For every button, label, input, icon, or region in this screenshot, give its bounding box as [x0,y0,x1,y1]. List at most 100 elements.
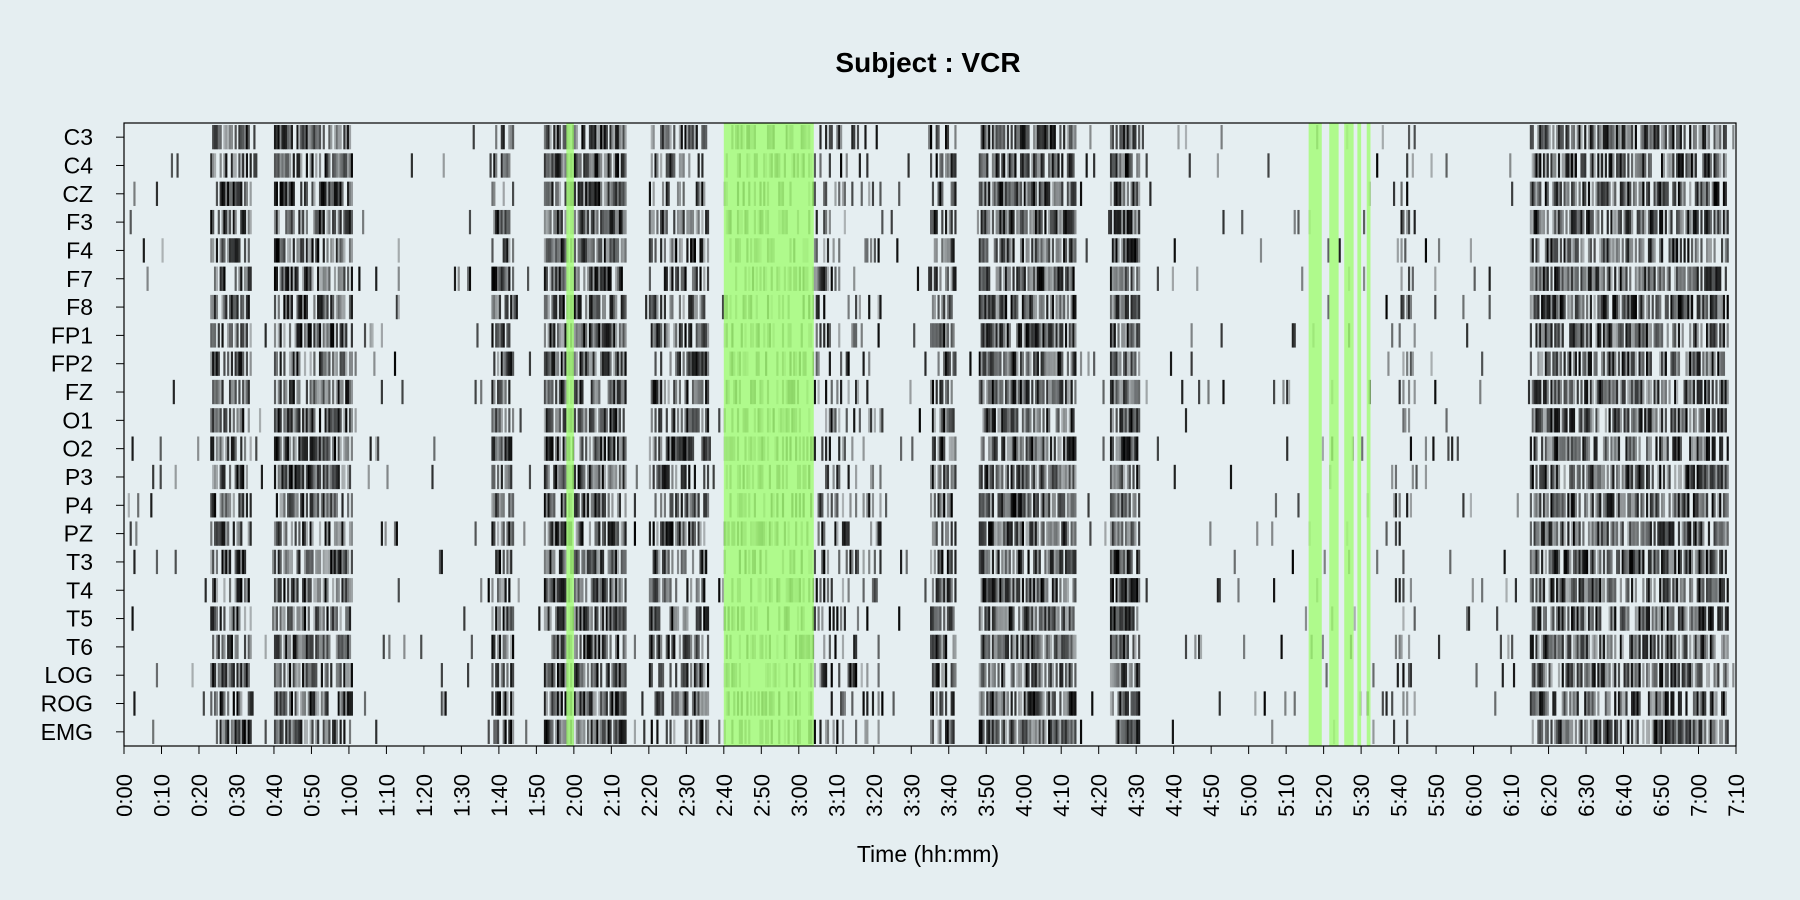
heatmap-cell [1717,521,1720,546]
heatmap-cell [1664,209,1667,235]
heatmap-cell [1021,125,1025,150]
heatmap-cell [678,153,681,178]
heatmap-cell [611,464,614,490]
heatmap-cell [234,294,237,320]
heatmap-cell [586,464,590,490]
heatmap-cell [1126,209,1129,235]
heatmap-cell [945,408,948,433]
heatmap-cell [1407,209,1411,235]
heatmap-cell [1563,294,1566,320]
heatmap-cell [1582,323,1585,348]
heatmap-cell [213,294,217,320]
heatmap-cell [873,549,876,575]
heatmap-cell [1623,351,1626,376]
heatmap-cell [954,549,957,575]
heatmap-cell [590,578,593,603]
heatmap-cell [982,379,985,405]
heatmap-cell [1653,238,1656,263]
heatmap-cell [1722,209,1726,235]
heatmap-cell [978,521,981,546]
heatmap-cell [590,464,593,490]
heatmap-cell [1068,125,1071,150]
heatmap-cell [705,379,708,405]
heatmap-cell [813,549,816,575]
heatmap-cell [498,549,502,575]
heatmap-cell [225,549,228,575]
heatmap-cell [318,181,322,206]
heatmap-cell [684,464,687,490]
heatmap-cell [937,436,940,461]
heatmap-cell [1612,209,1615,235]
heatmap-cell [1642,323,1645,348]
heatmap-cell [1627,351,1630,376]
heatmap-cell [213,493,217,518]
heatmap-cell [1124,209,1128,235]
heatmap-cell [855,549,858,575]
heatmap-cell [283,464,286,490]
heatmap-cell [1721,408,1724,433]
heatmap-cell [705,436,708,461]
heatmap-cell [433,436,436,461]
heatmap-cell [1617,408,1621,433]
heatmap-cell [1692,153,1696,178]
heatmap-cell [577,294,580,320]
heatmap-cell [345,436,348,461]
heatmap-cell [945,125,948,150]
heatmap-cell [1033,521,1036,546]
heatmap-cell [661,209,665,235]
heatmap-cell [1038,181,1041,206]
heatmap-cell [1396,238,1399,263]
heatmap-cell [1722,153,1726,178]
heatmap-cell [1537,266,1540,291]
heatmap-cell [1563,493,1566,518]
heatmap-cell [1025,181,1028,206]
heatmap-cell [1572,351,1576,376]
heatmap-cell [1709,266,1712,291]
heatmap-cell [508,125,511,150]
heatmap-cell [313,464,316,490]
heatmap-cell [1115,209,1118,235]
heatmap-cell [1031,209,1034,235]
heatmap-cell [1018,521,1021,546]
heatmap-cell [1698,464,1701,490]
heatmap-cell [1128,379,1131,405]
heatmap-cell [1698,408,1701,433]
heatmap-cell [345,379,348,405]
heatmap-cell [1582,266,1585,291]
heatmap-cell [1679,238,1682,263]
heatmap-cell [302,238,305,263]
heatmap-cell [1541,408,1544,433]
heatmap-cell [997,181,1000,206]
heatmap-cell [230,436,234,461]
heatmap-cell [1666,464,1669,490]
heatmap-cell [528,464,532,490]
heatmap-cell [622,209,625,235]
heatmap-cell [656,294,659,320]
heatmap-cell [579,181,582,206]
heatmap-cell [1647,181,1651,206]
heatmap-cell [1006,125,1010,150]
heatmap-cell [1617,436,1621,461]
heatmap-cell [305,266,308,291]
heatmap-cell [508,578,511,603]
heatmap-cell [307,464,310,490]
heatmap-cell [335,521,338,546]
heatmap-cell [322,323,325,348]
heatmap-cell [821,521,824,546]
heatmap-cell [1632,323,1636,348]
heatmap-cell [596,125,599,150]
heatmap-cell [918,408,921,433]
heatmap-cell [1550,323,1553,348]
heatmap-cell [1589,209,1592,235]
heatmap-cell [995,294,998,320]
heatmap-cell [1672,238,1675,263]
heatmap-cell [1128,436,1131,461]
heatmap-cell [320,351,323,376]
heatmap-cell [1063,238,1066,263]
heatmap-cell [1049,323,1053,348]
heatmap-cell [948,294,951,320]
heatmap-cell [695,125,698,150]
heatmap-cell [1580,153,1583,178]
heatmap-cell [556,464,560,490]
heatmap-cell [825,266,828,291]
